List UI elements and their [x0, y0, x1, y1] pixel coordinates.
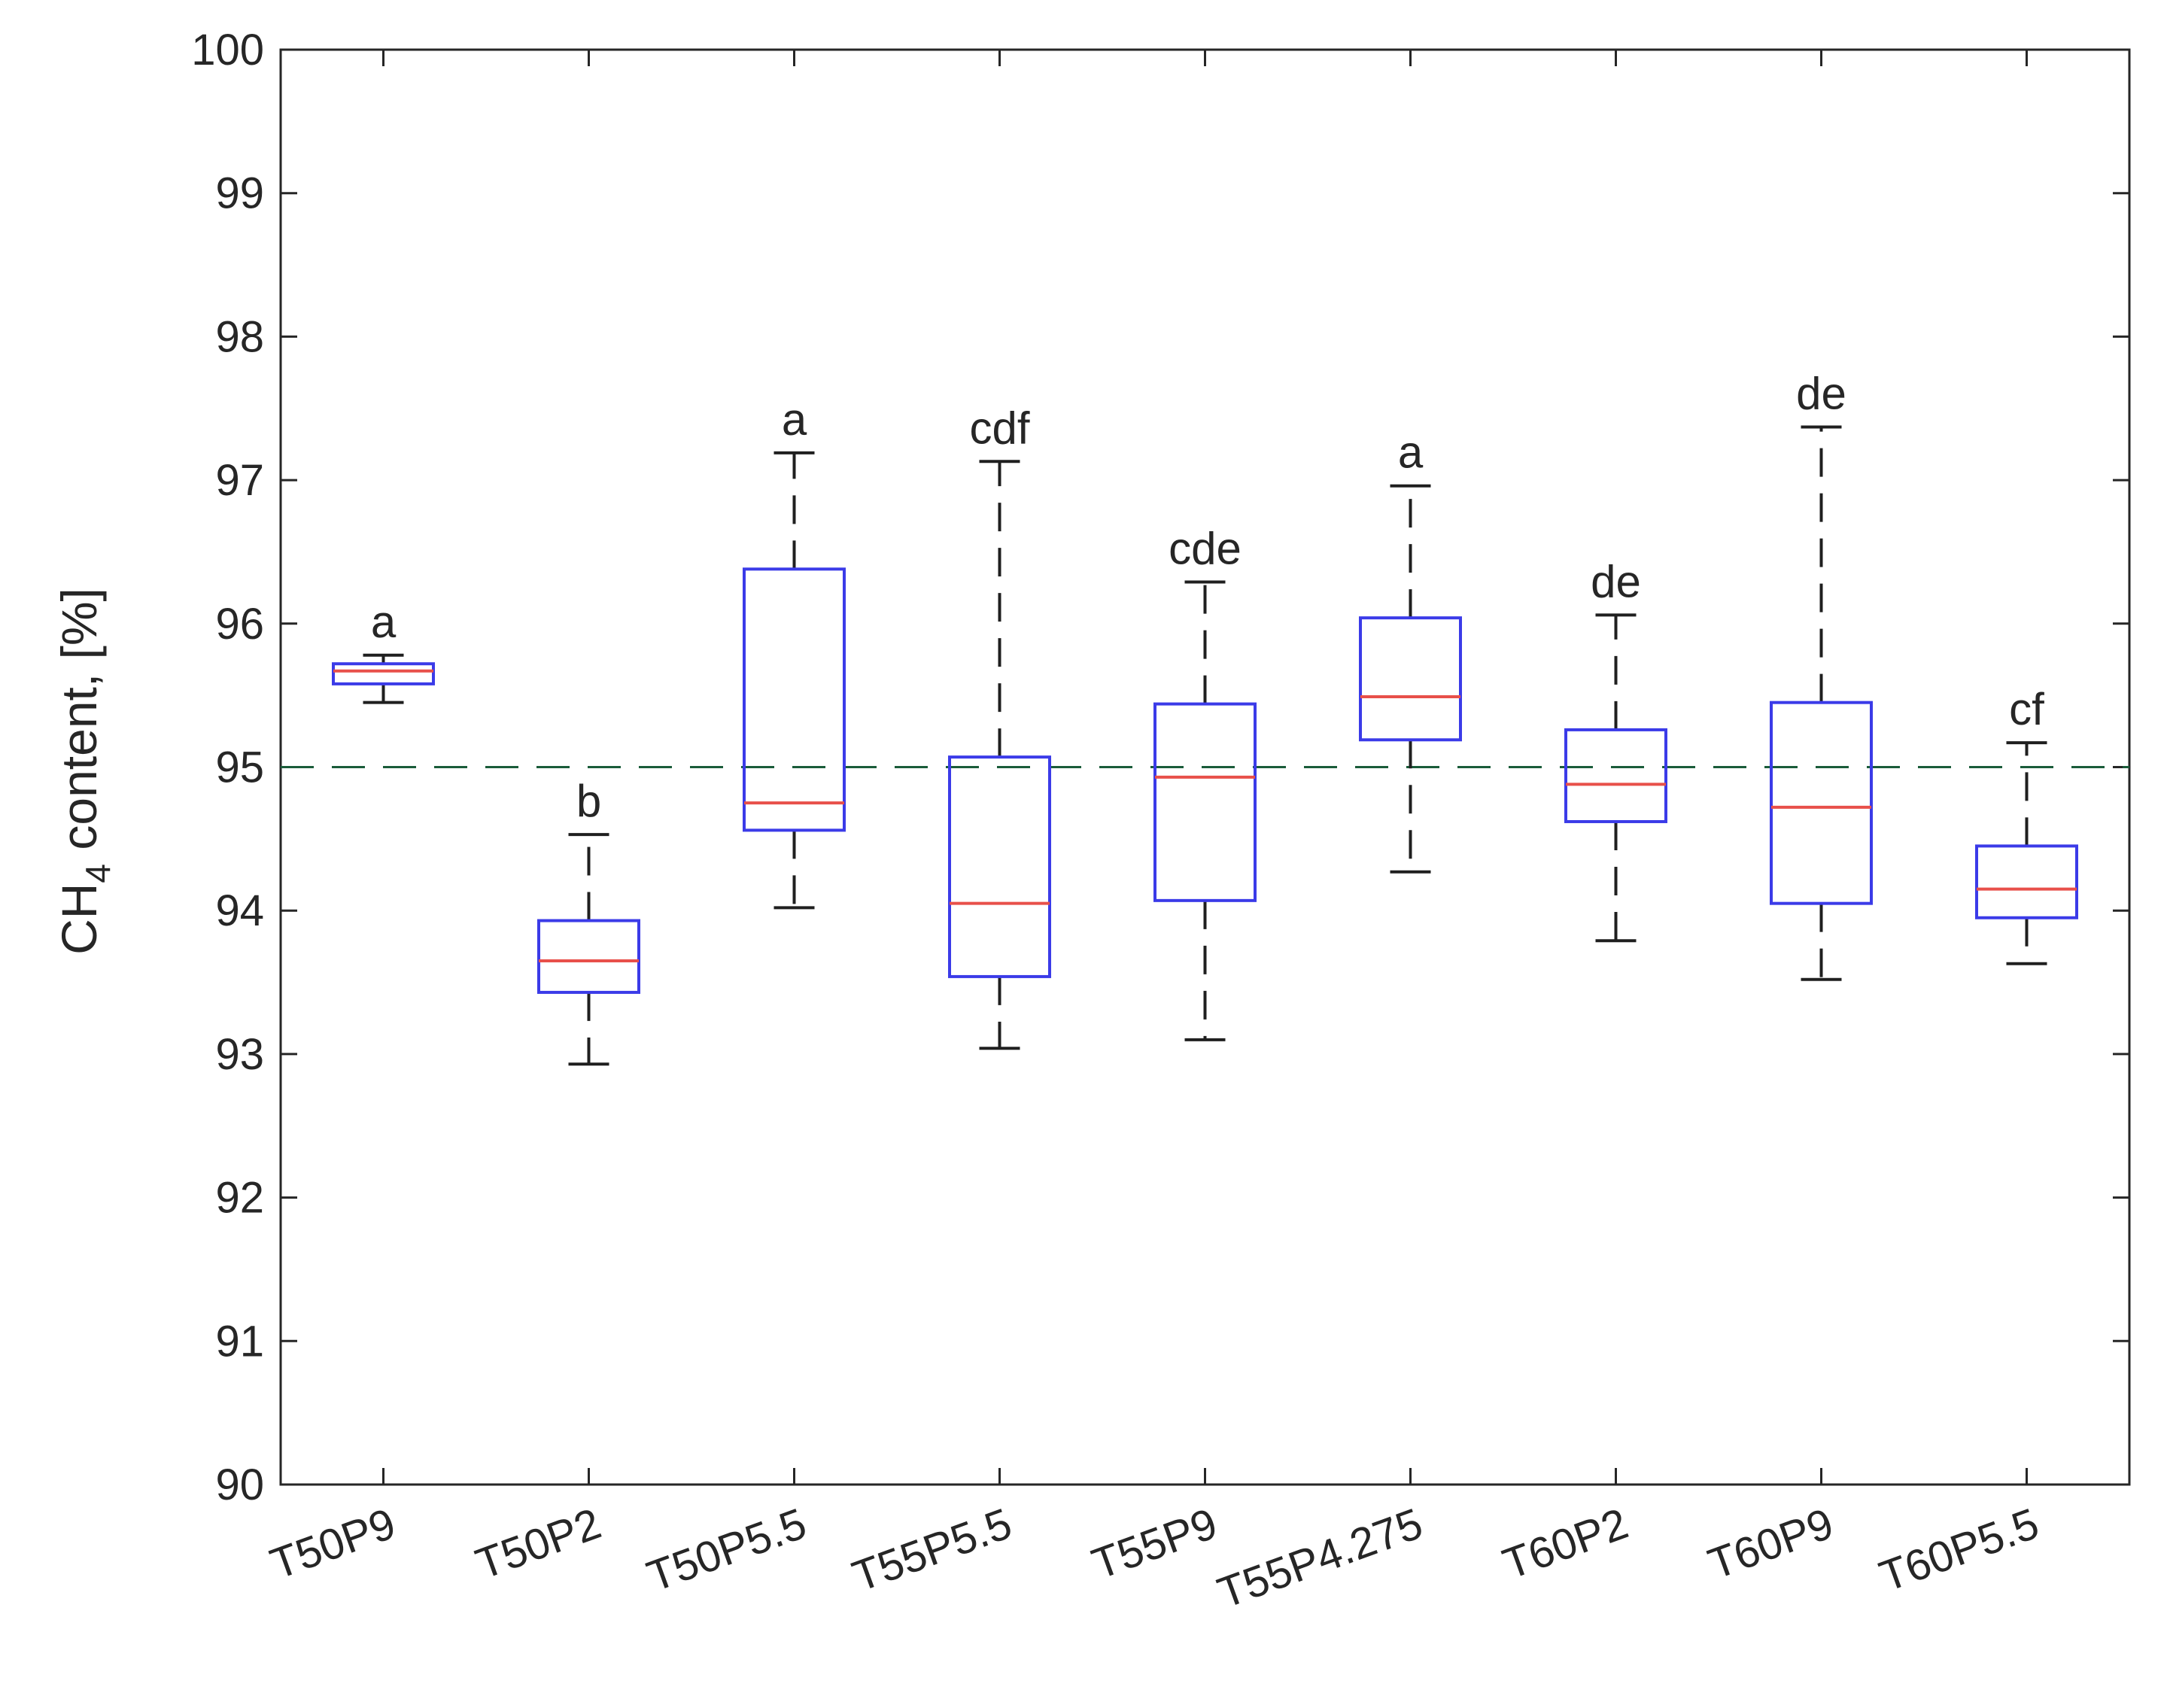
significance-letter: cf	[2009, 684, 2044, 734]
plot-area	[279, 48, 2131, 1486]
box-group	[743, 50, 846, 1485]
x-tick-label: T55P9	[1086, 1499, 1223, 1589]
y-tick-label: 95	[215, 743, 264, 792]
y-tick-label: 90	[215, 1460, 264, 1509]
y-tick-label: 92	[215, 1174, 264, 1223]
y-tick-label: 100	[191, 26, 264, 74]
significance-letter: a	[371, 597, 397, 647]
x-tick-label: T60P5.5	[1874, 1499, 2045, 1601]
y-axis-title: CH4 content, [%]	[51, 588, 117, 955]
significance-letter: de	[1796, 369, 1846, 419]
box-group	[332, 50, 435, 1485]
iqr-box	[1564, 728, 1667, 823]
x-tick-label: T50P2	[470, 1499, 607, 1589]
significance-letter: b	[576, 776, 601, 826]
x-tick-label: T50P5.5	[641, 1499, 813, 1601]
significance-letter: a	[782, 394, 807, 445]
box-group	[1975, 50, 2078, 1485]
y-tick-label: 96	[215, 600, 264, 649]
iqr-box	[537, 919, 640, 994]
x-tick-label: T60P9	[1702, 1499, 1840, 1589]
iqr-box	[743, 567, 846, 832]
axis-labels: 90 91 92 93 94 95 96 97 98 99 100 a T50P9 b T50P2 a T50P…	[191, 26, 2045, 1618]
iqr-box	[332, 662, 435, 685]
x-tick-label: T55P5.5	[846, 1499, 1018, 1601]
iqr-box	[1975, 844, 2078, 919]
y-tick-label: 93	[215, 1030, 264, 1079]
y-tick-label: 99	[215, 169, 264, 218]
box-group	[1564, 50, 1667, 1485]
x-tick-label: T60P2	[1497, 1499, 1634, 1589]
box-group	[948, 50, 1051, 1485]
x-tick-label: T50P9	[264, 1499, 402, 1589]
significance-letter: a	[1398, 427, 1424, 478]
box-group	[1153, 50, 1257, 1485]
y-tick-label: 91	[215, 1317, 264, 1366]
iqr-box	[948, 755, 1051, 978]
box-group	[537, 50, 640, 1485]
significance-letter: de	[1591, 556, 1641, 606]
y-axis-title-subscript: 4	[78, 864, 117, 883]
y-tick-label: 98	[215, 312, 264, 361]
iqr-box	[1153, 702, 1257, 902]
x-tick-label: T55P4.275	[1211, 1499, 1429, 1618]
box-group	[1359, 50, 1462, 1485]
significance-letter: cde	[1169, 523, 1242, 573]
box-group	[1770, 50, 1873, 1485]
y-tick-label: 97	[215, 456, 264, 505]
iqr-box	[1359, 616, 1462, 742]
significance-letter: cdf	[969, 403, 1029, 453]
y-tick-label: 94	[215, 886, 264, 935]
iqr-box	[1770, 701, 1873, 905]
